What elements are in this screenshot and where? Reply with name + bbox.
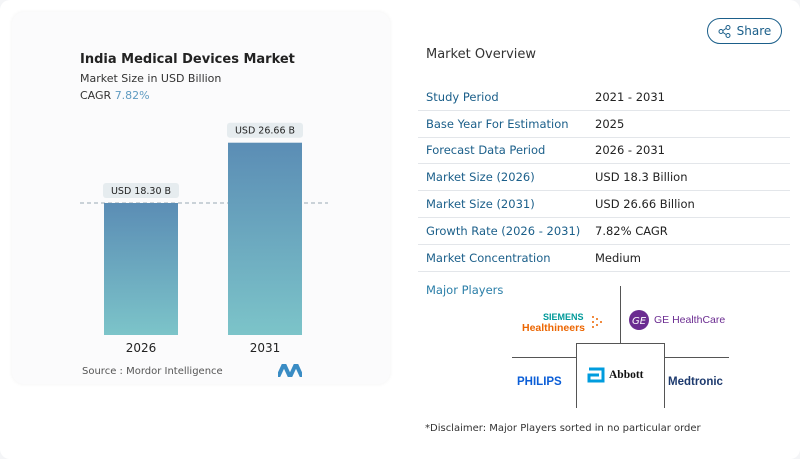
abbott-symbol-icon: [587, 367, 605, 383]
bar-2026: [104, 203, 178, 335]
siemens-dots-icon: [592, 316, 602, 328]
divider: [576, 343, 665, 344]
ge-healthcare-logo: GE HealthCare: [654, 314, 726, 326]
row-value: Medium: [595, 250, 641, 265]
overview-row: Study Period 2021 - 2031: [418, 84, 790, 111]
row-value: USD 26.66 Billion: [595, 197, 695, 212]
row-label: Study Period: [426, 89, 499, 104]
data-label-bg: [227, 122, 303, 138]
row-label: Market Size (2026): [426, 170, 535, 185]
bar-2031: [228, 142, 302, 335]
cagr-value: 7.82%: [114, 89, 150, 102]
x-tick-label: 2031: [250, 341, 281, 355]
siemens-logo: SIEMENS: [543, 312, 584, 322]
medtronic-logo: Medtronic: [668, 376, 723, 388]
mordor-logo-icon: [278, 364, 302, 377]
row-value: 2026 - 2031: [595, 143, 665, 158]
data-label: USD 26.66 B: [235, 126, 295, 137]
divider: [664, 343, 665, 408]
chart-panel: [12, 12, 390, 384]
overview-table: Study Period 2021 - 2031 Base Year For Est…: [418, 84, 790, 272]
share-label: Share: [736, 24, 772, 38]
divider: [576, 343, 577, 408]
overview-row: Growth Rate (2026 - 2031) 7.82% CAGR: [418, 218, 790, 245]
major-players-title: Major Players: [426, 283, 504, 297]
data-label: USD 18.30 B: [111, 186, 171, 197]
overview-row: Forecast Data Period 2026 - 2031: [418, 138, 790, 165]
row-label: Growth Rate (2026 - 2031): [426, 223, 581, 238]
row-label: Market Size (2031): [426, 197, 535, 212]
philips-logo: PHILIPS: [517, 376, 562, 388]
overview-row: Base Year For Estimation 2025: [418, 111, 790, 138]
row-label: Forecast Data Period: [426, 143, 546, 158]
data-label-bg: [103, 183, 179, 199]
siemens-logo-sub: Healthineers: [522, 322, 586, 334]
abbott-logo: Abbott: [609, 369, 644, 381]
divider: [620, 286, 621, 343]
source-text: Source : Mordor Intelligence: [82, 366, 223, 377]
disclaimer: *Disclaimer: Major Players sorted in no …: [425, 423, 701, 434]
row-label: Market Concentration: [426, 250, 551, 265]
bar-chart: USD 18.30 B 2026 USD 26.66 B 2031: [80, 122, 328, 355]
row-value: 7.82% CAGR: [595, 223, 668, 238]
ge-monogram-icon: GE: [629, 310, 649, 330]
share-button[interactable]: Share: [707, 18, 782, 44]
row-value: 2025: [595, 116, 625, 131]
row-value: 2021 - 2031: [595, 89, 665, 104]
cagr-label: CAGR: [80, 89, 112, 102]
row-label: Base Year For Estimation: [426, 116, 569, 131]
overview-row: Market Concentration Medium: [418, 245, 790, 272]
chart-title: India Medical Devices Market: [80, 52, 295, 67]
divider: [512, 357, 576, 358]
svg-text:GE: GE: [632, 316, 647, 327]
overview-title: Market Overview: [426, 47, 537, 62]
row-value: USD 18.3 Billion: [595, 170, 688, 185]
x-tick-label: 2026: [126, 341, 157, 355]
overview-row: Market Size (2026) USD 18.3 Billion: [418, 164, 790, 192]
chart-subtitle: Market Size in USD Billion: [80, 72, 222, 85]
share-icon: [718, 24, 731, 38]
cagr: CAGR 7.82%: [80, 89, 150, 102]
divider: [665, 357, 729, 358]
overview-row: Market Size (2031) USD 26.66 Billion: [418, 191, 790, 218]
